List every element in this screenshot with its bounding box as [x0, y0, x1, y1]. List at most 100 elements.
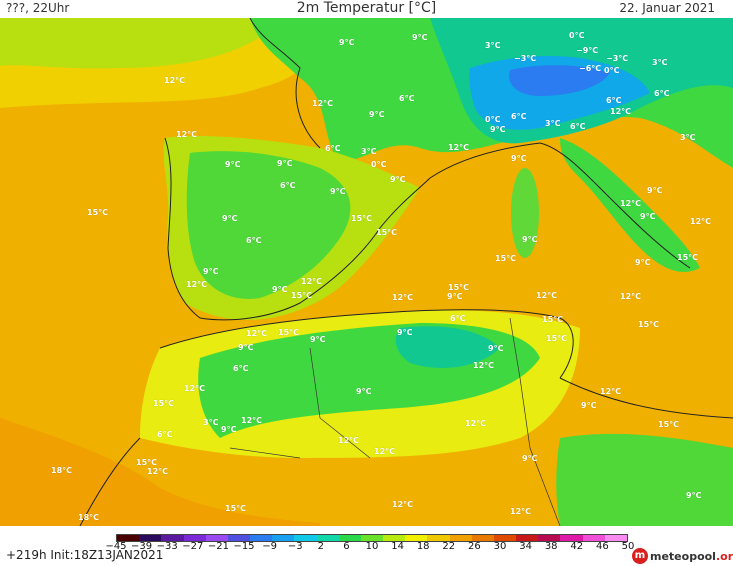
colorbar-tick-label: 38: [544, 541, 558, 552]
map-field: [0, 18, 733, 526]
temperature-label: 9°C: [330, 187, 346, 196]
colorbar-swatch: [582, 535, 605, 541]
temperature-map: 9°C 9°C 3°C 0°C −9°C −3°C −6°C −3°C 0°C 3°C 12°C 6°…: [0, 18, 733, 526]
header-bar: ???, 22Uhr 2m Temperatur [°C] 22. Januar…: [0, 0, 733, 18]
temperature-label: 12°C: [246, 329, 268, 338]
colorbar-swatch: [250, 535, 273, 541]
colorbar-tick-label: −3: [287, 541, 303, 552]
temperature-label: 15°C: [225, 504, 247, 513]
colorbar-tick-label: 22: [442, 541, 456, 552]
colorbar-swatch: [360, 535, 384, 541]
temperature-label: 9°C: [647, 186, 663, 195]
iberia-interior-field: [186, 151, 351, 299]
temperature-label: 3°C: [361, 147, 377, 156]
temperature-label: 12°C: [600, 387, 622, 396]
country-borders: [229, 317, 561, 526]
colorbar-tick-label: −39: [131, 541, 153, 552]
colorbar-tick-label: 14: [391, 541, 404, 552]
colorbar-swatch: [161, 535, 184, 541]
temperature-label: 15°C: [658, 420, 680, 429]
temperature-label: 9°C: [356, 387, 372, 396]
colorbar-tick-label: −27: [182, 541, 204, 552]
temperature-label: 6°C: [246, 236, 262, 245]
colorbar-tick-label: −45: [105, 541, 127, 552]
temperature-label: 9°C: [222, 214, 238, 223]
temperature-label: 6°C: [654, 89, 670, 98]
temperature-label: 12°C: [536, 291, 558, 300]
temperature-label: 12°C: [620, 199, 642, 208]
temperature-label: 9°C: [412, 33, 428, 42]
temperature-label: 9°C: [339, 38, 355, 47]
temperature-label: −9°C: [576, 46, 599, 55]
temperature-label: 9°C: [581, 401, 597, 410]
coastlines: [79, 18, 733, 526]
atlas-cold-field: [395, 326, 500, 368]
temperature-label: 0°C: [371, 160, 387, 169]
temperature-label: 3°C: [652, 58, 668, 67]
colorbar-swatch: [560, 535, 583, 541]
temperature-label: 9°C: [686, 491, 702, 500]
temperature-label: 6°C: [280, 181, 296, 190]
colorbar-swatch: [471, 535, 494, 541]
temperature-label: 9°C: [277, 159, 293, 168]
temperature-label: 12°C: [610, 107, 632, 116]
temperature-label: 15°C: [351, 214, 373, 223]
colorbar-tick-label: 18: [416, 541, 430, 552]
temperature-label: −3°C: [514, 54, 537, 63]
colorbar-swatch: [183, 535, 206, 541]
temperature-label: 9°C: [310, 335, 326, 344]
temperature-label: 3°C: [485, 41, 501, 50]
temperature-label: 9°C: [488, 344, 504, 353]
temperature-label: 6°C: [157, 430, 173, 439]
colorbar-tick-label: 6: [343, 541, 350, 552]
temperature-label: 12°C: [241, 416, 263, 425]
temperature-label: 12°C: [465, 419, 487, 428]
colorbar-swatch: [338, 535, 361, 541]
colorbar-tick-label: −33: [156, 541, 178, 552]
colorbar-tick-label: 42: [570, 541, 584, 552]
temperature-label: 9°C: [447, 292, 463, 301]
colorbar-swatch: [383, 535, 406, 541]
colorbar-tick-label: 30: [493, 541, 507, 552]
temperature-label: 9°C: [640, 212, 656, 221]
temperature-label: 15°C: [278, 328, 300, 337]
temperature-label: 3°C: [203, 418, 219, 427]
temperature-label: 3°C: [680, 133, 696, 142]
temperature-label: 12°C: [473, 361, 495, 370]
meteopool-logo[interactable]: m meteopool.org: [632, 548, 733, 564]
temperature-label: 15°C: [448, 283, 470, 292]
temperature-label: 6°C: [570, 122, 586, 131]
temperature-label: 15°C: [153, 399, 175, 408]
temperature-label: 12°C: [312, 99, 334, 108]
temperature-label: 12°C: [176, 130, 198, 139]
alps-coldest-field: [509, 65, 610, 96]
colorbar-swatch: [139, 535, 162, 541]
temperature-label: 12°C: [164, 76, 186, 85]
temperature-label: 6°C: [399, 94, 415, 103]
colorbar-swatch: [117, 535, 140, 541]
colorbar-labels: −45 −39 −33 −27 −21 −15 −9 −3 2 6 10 14 18 22 26 30 34 38…: [105, 541, 640, 553]
colorbar-tick-label: 26: [468, 541, 481, 552]
sardinia-field: [511, 168, 539, 258]
logo-icon: m: [632, 548, 648, 564]
temperature-label: 12°C: [338, 436, 360, 445]
temperature-label: 9°C: [221, 425, 237, 434]
colorbar: [116, 534, 628, 542]
temperature-label: 15°C: [546, 334, 568, 343]
temperature-label: 12°C: [374, 447, 396, 456]
colorbar-tick-label: 10: [365, 541, 379, 552]
temperature-label: 6°C: [511, 112, 527, 121]
temperature-label: 12°C: [690, 217, 712, 226]
temperature-label: 9°C: [511, 154, 527, 163]
temperature-label: 12°C: [392, 293, 414, 302]
colorbar-swatch: [272, 535, 295, 541]
temperature-label: 12°C: [620, 292, 642, 301]
temperature-label: 15°C: [291, 291, 313, 300]
colorbar-swatch: [449, 535, 472, 541]
temperature-label: 15°C: [376, 228, 398, 237]
sahara-west-field: [0, 418, 320, 526]
temperature-label: 12°C: [301, 277, 323, 286]
temperature-label: 12°C: [510, 507, 532, 516]
temperature-label: 15°C: [495, 254, 517, 263]
temperature-label: 9°C: [490, 125, 506, 134]
